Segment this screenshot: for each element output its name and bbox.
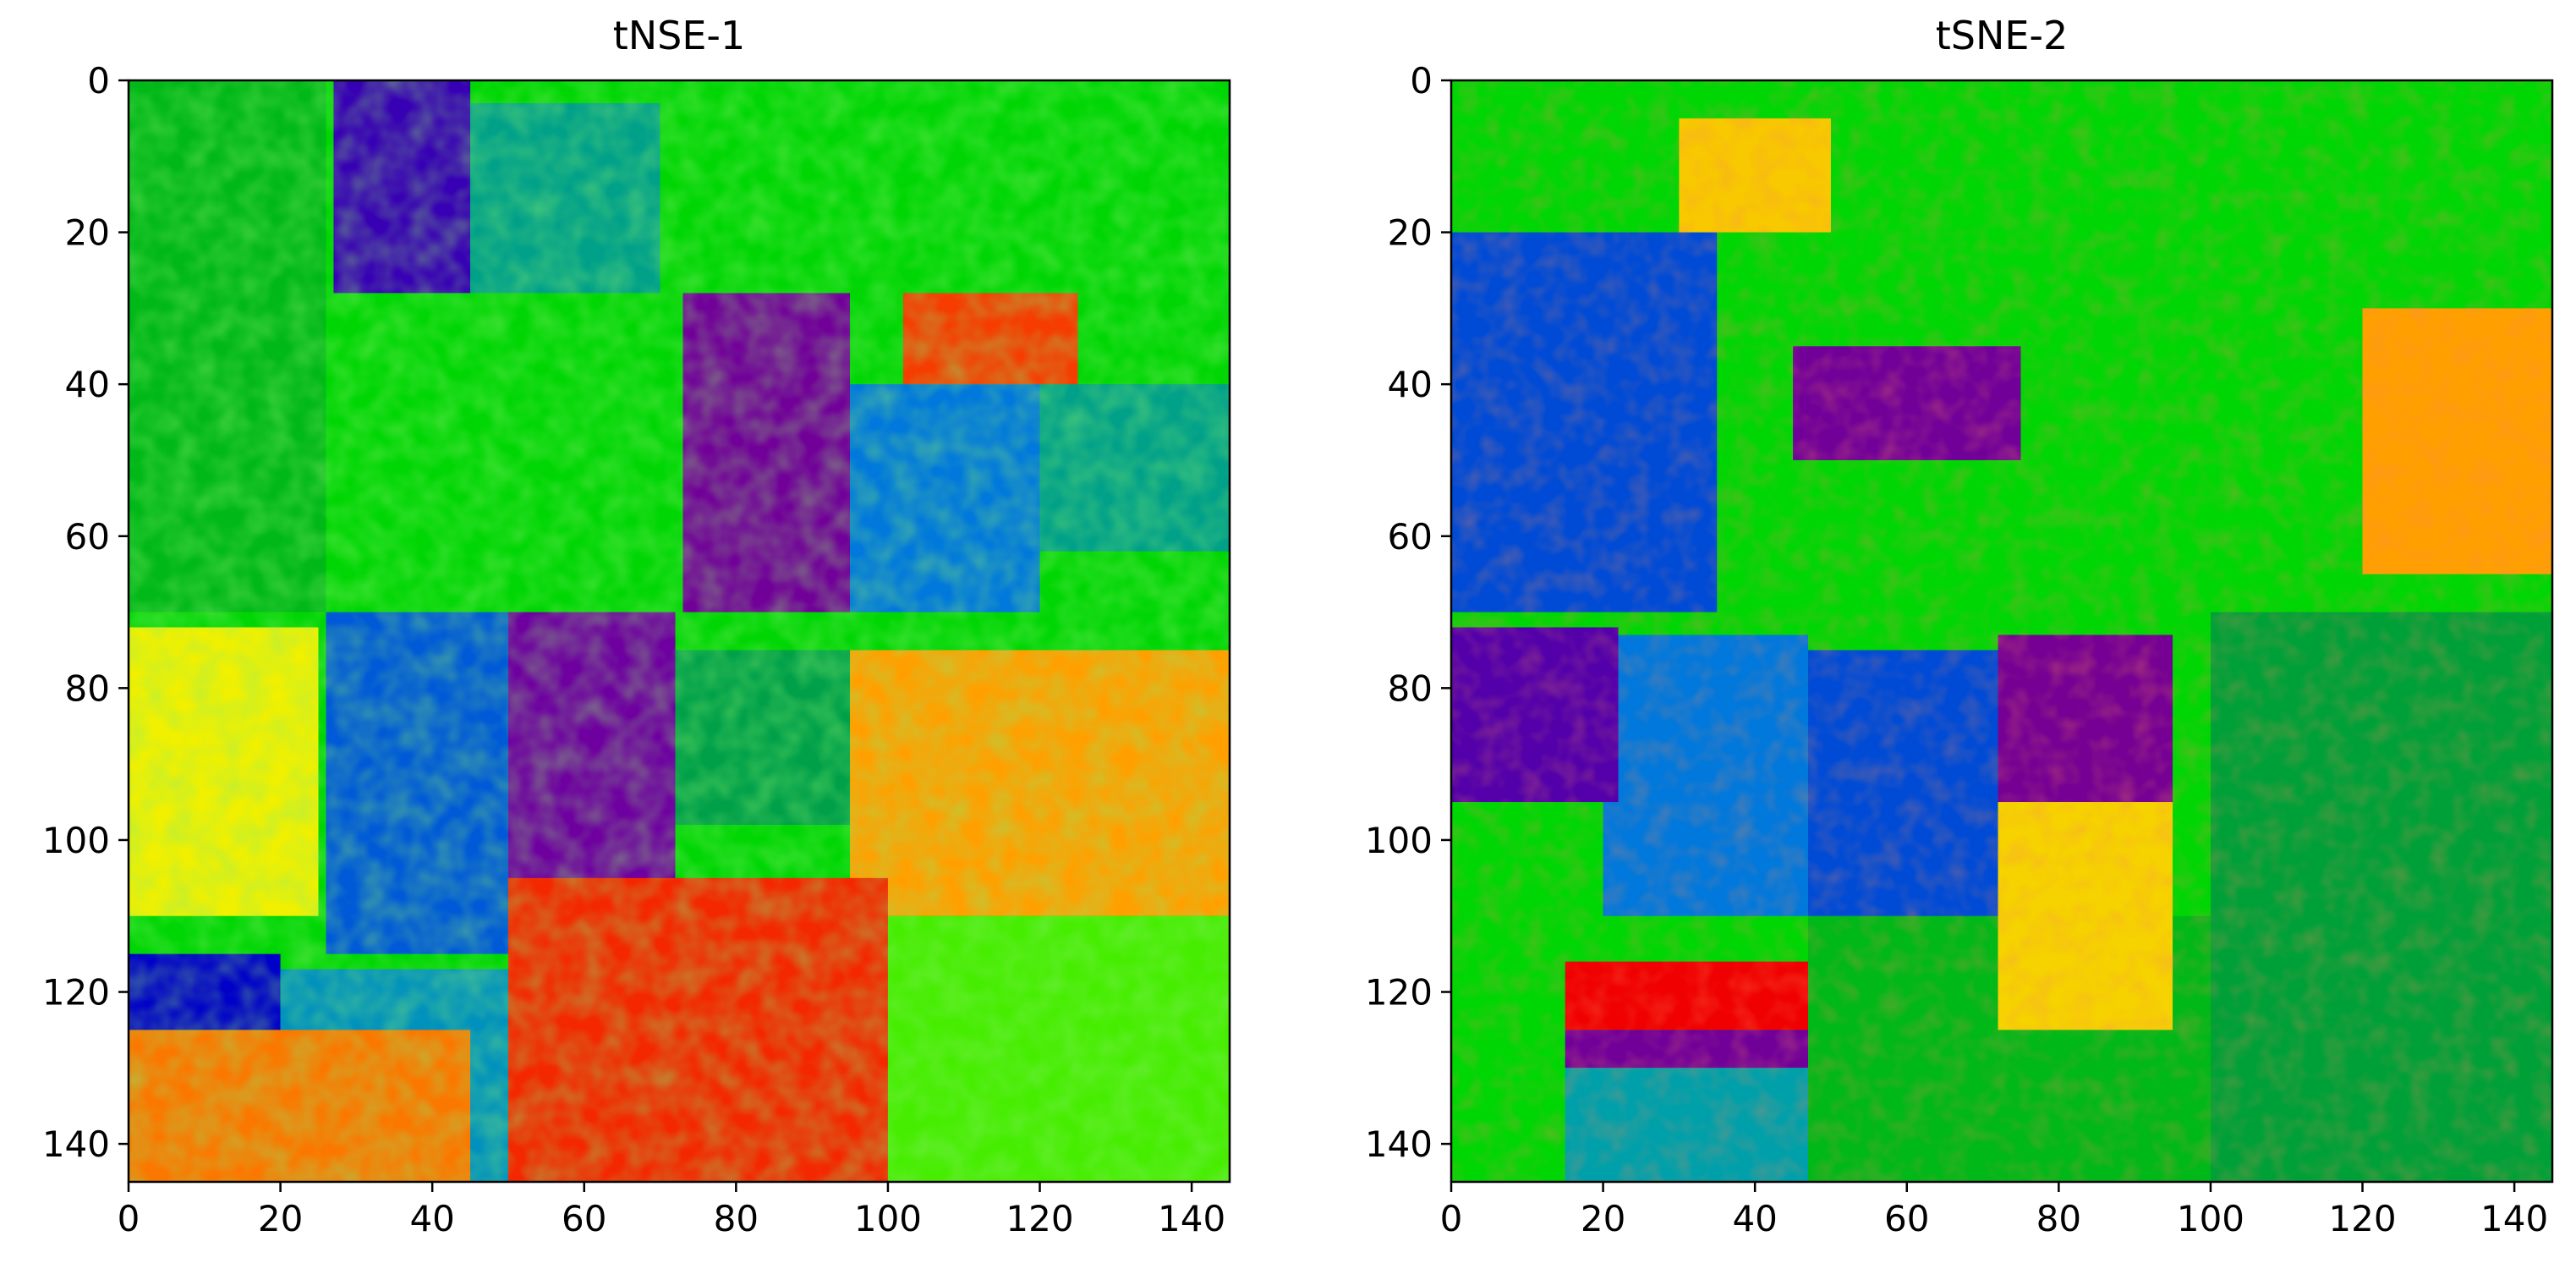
y-tick-label: 20: [1388, 212, 1433, 254]
x-tick-label: 20: [1581, 1198, 1625, 1239]
x-tick-label: 120: [1006, 1198, 1073, 1239]
x-tick-label: 0: [1440, 1198, 1463, 1239]
y-tick-label: 40: [1388, 364, 1433, 405]
y-tick-label: 60: [65, 516, 110, 558]
x-tick-label: 140: [2480, 1198, 2548, 1239]
y-tick-label: 80: [65, 667, 110, 709]
x-tick-label: 40: [409, 1198, 454, 1239]
y-tick-label: 140: [1365, 1123, 1433, 1165]
y-tick-label: 80: [1388, 667, 1433, 709]
heatmap-subplot-2: tSNE-2 0 20 40 60 80 100 120 140020406080100120…: [1365, 13, 2554, 1239]
y-tick-label: 20: [65, 212, 110, 254]
x-tick-label: 0: [118, 1198, 140, 1239]
x-tick-label: 80: [2036, 1198, 2081, 1239]
x-tick-label: 100: [2177, 1198, 2244, 1239]
x-tick-label: 80: [714, 1198, 759, 1239]
x-tick-label: 20: [258, 1198, 303, 1239]
y-tick-label: 60: [1388, 516, 1433, 558]
y-tick-label: 0: [87, 60, 110, 102]
x-tick-label: 60: [562, 1198, 606, 1239]
y-tick-label: 40: [65, 364, 110, 405]
noise-overlay-1: [129, 80, 1230, 1182]
y-tick-label: 100: [1365, 820, 1433, 861]
y-tick-label: 120: [1365, 972, 1433, 1014]
noise-overlay-2: [1451, 80, 2552, 1182]
x-tick-label: 140: [1158, 1198, 1225, 1239]
heatmap-subplot-1: tNSE-1 0 20 40 60 80 100 120 140020406080100120…: [42, 13, 1231, 1239]
x-tick-label: 120: [2328, 1198, 2396, 1239]
plot-frame-2: [1450, 79, 2554, 1184]
x-tick-label: 60: [1884, 1198, 1929, 1239]
subplot-title-2: tSNE-2: [1936, 13, 2069, 58]
y-tick-label: 140: [42, 1123, 110, 1165]
y-tick-label: 100: [42, 820, 110, 861]
plot-frame-1: [127, 79, 1231, 1184]
y-tick-label: 120: [42, 972, 110, 1014]
y-tick-label: 0: [1410, 60, 1433, 102]
x-tick-label: 40: [1732, 1198, 1777, 1239]
subplot-title-1: tNSE-1: [613, 13, 746, 58]
x-tick-label: 100: [854, 1198, 922, 1239]
